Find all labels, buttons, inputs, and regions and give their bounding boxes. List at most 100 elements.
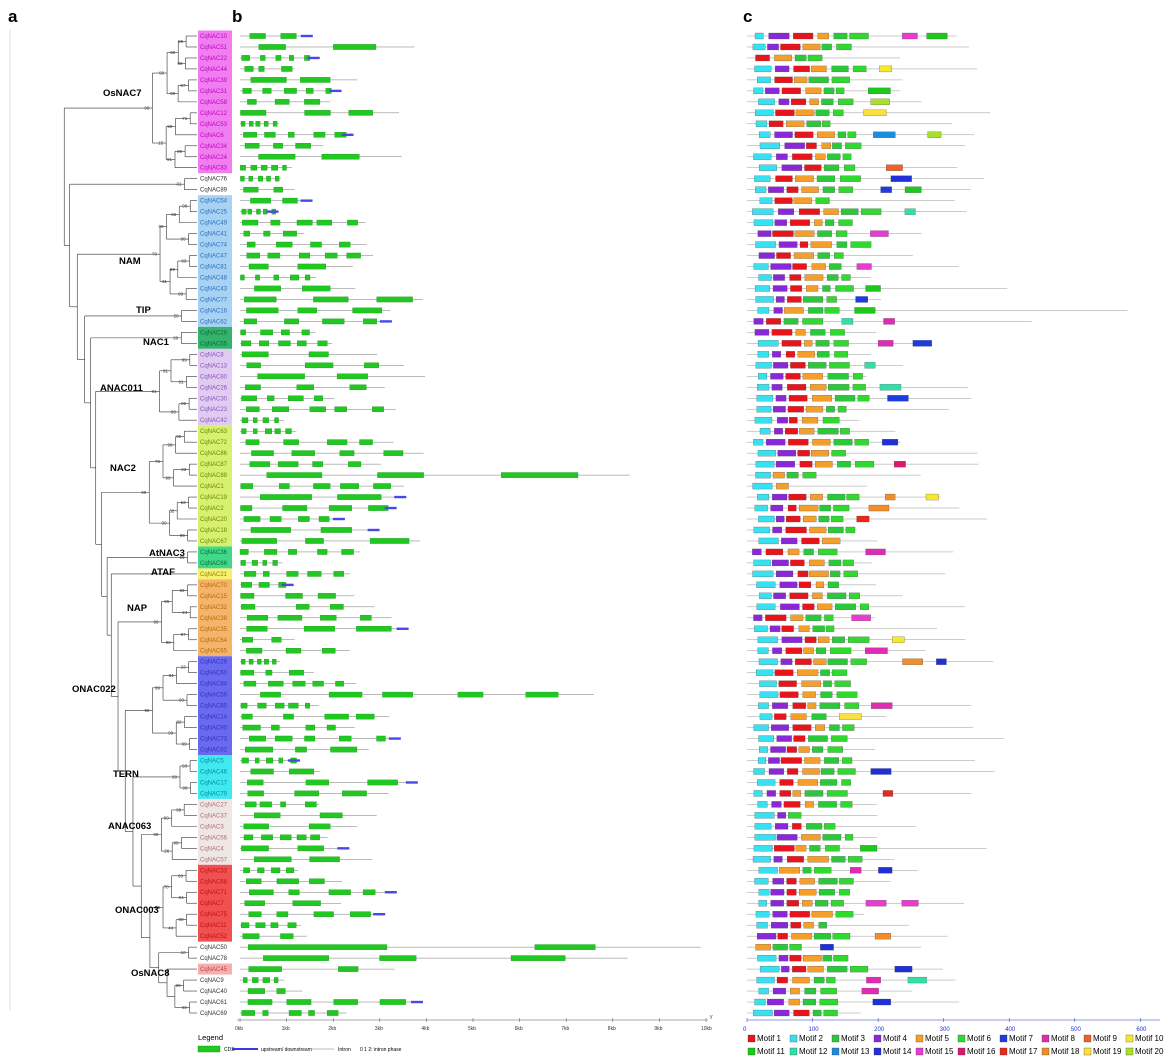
motif-box [775, 132, 793, 138]
motif-box [881, 187, 892, 193]
motif-box [806, 823, 822, 829]
motif-box [777, 417, 787, 423]
cds-exon [243, 977, 247, 982]
cds-exon [313, 297, 348, 302]
motif-box [845, 143, 861, 149]
motif-box [812, 714, 827, 720]
gene-name: CqNAC65 [200, 649, 228, 655]
motif-box [826, 626, 834, 632]
motif-box [821, 768, 834, 774]
gene-name: CqNAC77 [200, 297, 228, 303]
motif-box [753, 439, 763, 445]
motif-box [794, 736, 805, 742]
motif-box [848, 132, 856, 138]
cds-exon [247, 626, 268, 631]
motif-legend-label: Motif 15 [925, 1047, 954, 1056]
motif-box [816, 648, 826, 654]
gene-name: CqNAC71 [200, 890, 228, 896]
cds-exon [314, 396, 322, 401]
motif-box [875, 933, 891, 939]
cds-exon [242, 220, 258, 225]
motif-box [825, 307, 840, 313]
motif-box [755, 417, 772, 423]
motif-box [780, 582, 797, 588]
motif-box [771, 922, 788, 928]
motif-box [851, 659, 867, 665]
motif-box [758, 231, 771, 237]
cds-exon [275, 429, 281, 434]
motif-box [830, 329, 844, 335]
cds-exon [268, 253, 280, 258]
motif-box [779, 242, 797, 248]
motif-box [830, 571, 840, 577]
motif-box [827, 593, 846, 599]
motif-box [808, 856, 829, 862]
motif-box [818, 549, 837, 555]
cds-exon [246, 879, 261, 884]
gene-name: CqNAC33 [200, 868, 228, 874]
utr-region [333, 518, 345, 520]
utr-region [397, 628, 409, 630]
motif-box [808, 307, 823, 313]
cds-exon [340, 451, 354, 456]
motif-box [822, 285, 830, 291]
cds-exon [330, 747, 356, 752]
motif-legend-label: Motif 9 [1093, 1034, 1118, 1043]
cds-exon [327, 1010, 338, 1015]
cds-exon [310, 835, 319, 840]
cds-exon [283, 231, 296, 236]
motif-box [806, 285, 818, 291]
motif-box [789, 395, 807, 401]
motif-box [799, 747, 810, 753]
cds-exon [302, 330, 310, 335]
motif-box [772, 801, 782, 807]
cds-exon [241, 121, 245, 126]
cds-exon [264, 132, 275, 137]
utr-region [308, 57, 320, 59]
motif-box [821, 99, 833, 105]
motif-box [772, 648, 781, 654]
motif-box [817, 132, 835, 138]
motif-box [866, 549, 886, 555]
motif-box [828, 747, 843, 753]
cds-exon [240, 110, 266, 115]
motif-box [834, 351, 847, 357]
motif-box [819, 922, 827, 928]
motif-box [760, 198, 773, 204]
motif-box [810, 527, 827, 533]
cds-exon [284, 440, 299, 445]
motif-box [778, 450, 796, 456]
motif-legend-swatch [790, 1048, 797, 1055]
cds-exon [347, 220, 357, 225]
motif-box [759, 275, 772, 281]
motif-box [771, 264, 792, 270]
motif-box [841, 779, 850, 785]
subfamily-band [198, 799, 232, 865]
motif-box [755, 33, 763, 39]
cds-exon [244, 319, 257, 324]
motif-box [905, 187, 921, 193]
motif-box [793, 703, 806, 709]
gene-name: CqNAC89 [200, 188, 228, 194]
motif-box [759, 988, 769, 994]
motif-legend-label: Motif 11 [757, 1047, 785, 1056]
cds-exon [253, 429, 257, 434]
motif-box [775, 198, 793, 204]
gene-name: CqNAC56 [200, 835, 228, 841]
cds-exon [241, 703, 247, 708]
cds-exon [298, 846, 324, 851]
motif-box [927, 33, 948, 39]
motif-box [842, 275, 851, 281]
cds-exon [249, 121, 253, 126]
cds-exon [309, 824, 330, 829]
motif-legend-label: Motif 16 [967, 1047, 996, 1056]
motif-box [839, 187, 853, 193]
motif-legend-label: Motif 18 [1051, 1047, 1080, 1056]
cds-exon [334, 999, 358, 1004]
motif-box [771, 505, 783, 511]
utr-region [406, 781, 418, 783]
motif-box [824, 615, 833, 621]
gene-name: CqNAC22 [200, 56, 228, 62]
motif-box [878, 340, 893, 346]
gene-name: CqNAC8 [200, 352, 224, 358]
